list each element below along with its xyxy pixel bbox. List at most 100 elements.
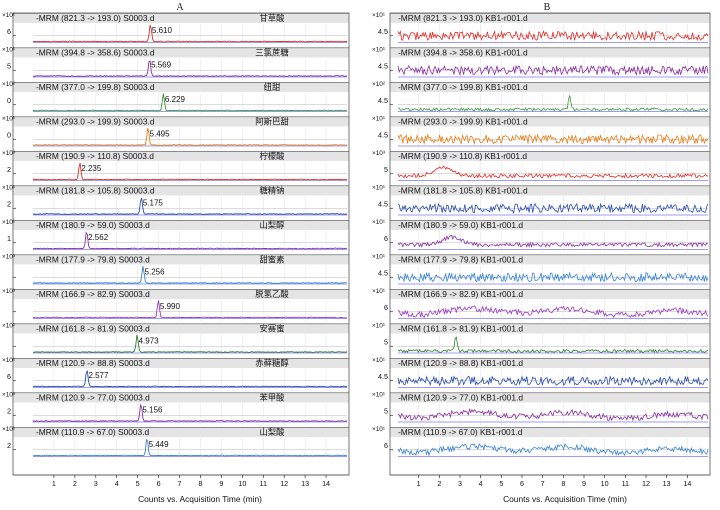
x-tick-label: 3 — [458, 479, 462, 488]
trace-header: -MRM (377.0 -> 199.8) KB1-r001.d — [398, 82, 528, 92]
y-tick-label: 6 — [7, 27, 11, 36]
x-tick-label: 8 — [561, 479, 565, 488]
x-tick-label: 4 — [115, 479, 119, 488]
y-tick-label: 5 — [384, 165, 388, 174]
y-multiplier: ×10¹ — [372, 254, 385, 261]
trace-header-band — [13, 117, 349, 127]
y-multiplier: ×10¹ — [372, 12, 385, 19]
trace-row: -MRM (377.0 -> 199.8) KB1-r001.d ×10² 4.5 — [372, 81, 710, 115]
trace-header: -MRM (120.9 -> 77.0) KB1-r001.d — [398, 393, 523, 403]
y-tick-label: 4.5 — [378, 27, 388, 36]
trace-header: -MRM (293.0 -> 199.9) KB1-r001.d — [398, 117, 528, 127]
x-tick-label: 13 — [301, 479, 309, 488]
peak-rt-label: 5.156 — [142, 406, 163, 415]
trace-header-band — [13, 324, 349, 334]
trace-row: -MRM (120.9 -> 77.0) S0003.d 苯甲酸 ×10³ 2 5.15… — [2, 392, 349, 425]
trace-header-band — [13, 427, 349, 437]
peak-rt-label: 2.235 — [81, 164, 102, 173]
trace-row: -MRM (190.9 -> 110.8) S0003.d 柠檬酸 ×10³ 2 2.2… — [2, 150, 349, 184]
y-multiplier: ×10¹ — [2, 323, 15, 330]
trace-header: -MRM (177.9 -> 79.8) KB1-r001.d — [398, 255, 523, 265]
compound-name: 阿斯巴甜 — [255, 117, 289, 127]
trace-header: -MRM (821.3 -> 193.0) S0003.d — [36, 13, 155, 23]
trace-header-band — [390, 255, 710, 265]
trace-header: -MRM (166.9 -> 82.9) KB1-r001.d — [398, 289, 523, 299]
y-multiplier: ×10¹ — [372, 47, 385, 54]
trace-row: -MRM (110.9 -> 67.0) KB1-r001.d ×10¹ 6 — [372, 426, 710, 460]
trace-header: -MRM (177.9 -> 79.8) S0003.d — [36, 255, 150, 265]
trace-line — [32, 334, 348, 353]
x-tick-label: 1 — [417, 479, 421, 488]
trace-header: -MRM (394.8 -> 358.6) KB1-r001.d — [398, 48, 528, 58]
peak-rt-label: 5.569 — [151, 61, 172, 70]
trace-header: -MRM (394.8 -> 358.6) S0003.d — [36, 48, 155, 58]
y-tick-label: 5 — [7, 62, 11, 71]
peak-rt-label: 5.449 — [149, 440, 170, 449]
trace-row: -MRM (120.9 -> 88.8) KB1-r001.d ×10¹ 4.5 — [372, 357, 710, 391]
trace-row: -MRM (181.8 -> 105.8) S0003.d 糖精钠 ×10¹ 2 5.1… — [2, 185, 349, 218]
trace-header: -MRM (190.9 -> 110.8) S0003.d — [36, 151, 154, 161]
y-multiplier: ×10¹ — [372, 323, 385, 330]
compound-name: 甘草酸 — [259, 13, 285, 23]
x-tick-label: 1 — [52, 479, 56, 488]
trace-header: -MRM (293.0 -> 199.9) S0003.d — [36, 117, 155, 127]
compound-name: 甜蜜素 — [259, 255, 284, 265]
trace-line — [397, 443, 709, 457]
trace-line — [33, 24, 347, 43]
peak-rt-label: 5.495 — [150, 130, 171, 139]
y-multiplier: ×10³ — [2, 254, 15, 261]
y-multiplier: ×10³ — [2, 288, 15, 295]
x-tick-label: 10 — [238, 479, 246, 488]
trace-row: -MRM (394.8 -> 358.6) KB1-r001.d ×10¹ 4.5 — [372, 47, 710, 80]
y-tick-label: 4.5 — [378, 131, 388, 140]
trace-row: -MRM (110.9 -> 67.0) S0003.d 山梨酸 ×10¹ 2 5.44… — [2, 426, 349, 460]
trace-line — [397, 64, 709, 77]
peak-rt-label: 5.175 — [143, 199, 164, 208]
y-multiplier: ×10¹ — [2, 47, 15, 54]
y-multiplier: ×10¹ — [372, 392, 385, 399]
panel-a: -MRM (821.3 -> 193.0) S0003.d 甘草酸 ×10¹ 6 5.6… — [2, 12, 350, 488]
trace-row: -MRM (821.3 -> 193.0) KB1-r001.d ×10¹ 4.5 — [372, 12, 710, 46]
x-tick-label: 5 — [136, 479, 140, 488]
trace-header: -MRM (110.9 -> 67.0) S0003.d — [36, 427, 150, 437]
peak-rt-label: 2.562 — [88, 233, 109, 242]
compound-name: 三氯蔗糖 — [255, 48, 289, 58]
y-tick-label: 4.5 — [378, 372, 388, 381]
compound-name: 纽甜 — [264, 82, 281, 92]
x-tick-label: 8 — [198, 479, 202, 488]
peak-rt-label: 5.256 — [145, 268, 166, 277]
trace-row: -MRM (394.8 -> 358.6) S0003.d 三氯蔗糖 ×10¹ 5 5.… — [2, 47, 349, 80]
trace-line — [397, 408, 709, 422]
trace-line — [397, 202, 709, 214]
trace-header-band — [13, 151, 349, 161]
trace-header-band — [13, 289, 349, 299]
trace-header: -MRM (120.9 -> 77.0) S0003.d — [36, 393, 150, 403]
trace-row: -MRM (120.9 -> 77.0) KB1-r001.d ×10¹ 5 — [372, 392, 710, 425]
trace-line — [397, 271, 709, 283]
y-multiplier: ×10¹ — [2, 116, 15, 123]
y-multiplier: ×10¹ — [372, 357, 385, 364]
x-tick-label: 2 — [437, 479, 441, 488]
y-multiplier: ×10¹ — [2, 185, 15, 192]
trace-header-band — [13, 186, 349, 196]
trace-header-band — [390, 48, 710, 58]
panel-b-x-axis-title: Counts vs. Acquisition Time (min) — [503, 494, 627, 504]
trace-row: -MRM (166.9 -> 82.9) KB1-r001.d ×10¹ 6 — [372, 288, 710, 322]
peak-rt-label: 5.990 — [160, 302, 181, 311]
panel-a-label: A — [176, 2, 184, 13]
trace-line — [32, 300, 347, 319]
y-tick-label: 6 — [384, 234, 388, 243]
compound-name: 赤藓糖醇 — [255, 358, 289, 368]
trace-line — [32, 438, 348, 457]
trace-line — [397, 133, 709, 146]
y-multiplier: ×10³ — [2, 150, 15, 157]
x-tick-label: 12 — [280, 479, 288, 488]
x-tick-label: 7 — [178, 479, 182, 488]
y-multiplier: ×10³ — [2, 392, 15, 399]
y-tick-label: 0 — [7, 96, 11, 105]
trace-row: -MRM (181.8 -> 105.8) KB1-r001.d ×10¹ 4.5 — [372, 185, 710, 218]
y-multiplier: ×10² — [372, 81, 385, 88]
trace-line — [397, 234, 709, 248]
trace-header-band — [390, 427, 710, 437]
y-tick-label: 5 — [384, 407, 388, 416]
